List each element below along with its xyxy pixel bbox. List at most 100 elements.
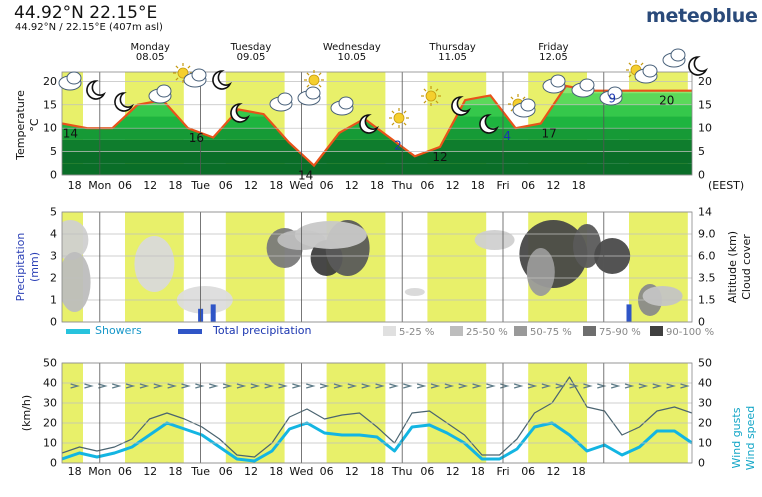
wind-direction-arrow — [597, 383, 607, 389]
daylight-band — [225, 212, 285, 322]
day-date: 12.05 — [539, 52, 568, 63]
sun-ray — [423, 88, 427, 92]
wind-direction-arrow — [541, 383, 552, 389]
wind-direction-arrow — [125, 383, 136, 389]
cloud-legend-label: 90-100 % — [666, 327, 714, 338]
altitude-axis-label: Altitude (km) — [726, 231, 739, 303]
wind-direction-arrow — [389, 383, 399, 389]
wind-direction-arrow — [666, 383, 676, 389]
cloud-legend-label: 50-75 % — [530, 327, 572, 338]
cloud-icon-puff — [66, 71, 82, 85]
wind-direction-arrow — [209, 383, 219, 389]
wind-direction-arrow — [555, 383, 566, 389]
panel-frame — [61, 71, 693, 176]
y-tick-label: 20 — [43, 417, 57, 430]
y-right-tick-label: 0 — [698, 457, 705, 470]
panel-frame — [61, 362, 693, 464]
weather-icon — [183, 68, 207, 88]
cloud-icon-puff — [338, 96, 354, 110]
y-tick-label: 5 — [50, 206, 57, 219]
x-tick-label: Mon — [88, 179, 111, 192]
day-name: Thursday — [428, 42, 476, 53]
x-tick-label: 18 — [471, 465, 485, 478]
x-tick-label: 06 — [118, 465, 132, 478]
sun-ray — [423, 100, 427, 104]
cloud-cover-blob — [404, 288, 425, 296]
location-subtitle: 44.92°N / 22.15°E (407m asl) — [15, 22, 163, 33]
wind-direction-arrow — [486, 383, 496, 389]
showers-legend-label: Showers — [95, 324, 142, 337]
wind-direction-arrow — [153, 383, 164, 389]
showers-legend-swatch — [66, 329, 90, 334]
wind-gusts-axis-label: Wind gusts — [730, 407, 743, 468]
wind-axis-label: (km/h) — [20, 395, 33, 431]
wind-direction-arrow — [375, 383, 385, 389]
x-tick-label: 18 — [572, 179, 586, 192]
temp-label: 17 — [542, 127, 557, 141]
cloud-icon-puff — [520, 98, 536, 112]
weather-icon — [330, 96, 354, 116]
total-precip-legend-label: Total precipitation — [212, 324, 312, 337]
moon-icon — [479, 114, 499, 134]
weather-icon — [421, 86, 441, 106]
daylight-band — [427, 363, 487, 463]
temperature-band — [62, 128, 692, 140]
wind-direction-arrow — [278, 383, 288, 389]
weather-icon — [230, 103, 250, 123]
daylight-band — [427, 212, 487, 322]
wind-direction-arrow — [195, 383, 205, 389]
y-tick-label: 0 — [50, 316, 57, 329]
x-tick-label: Thu — [391, 179, 413, 192]
wind-direction-arrow — [222, 383, 233, 389]
meteoblue-logo[interactable]: meteoblue — [646, 5, 758, 27]
x-tick-label: Tue — [190, 179, 210, 192]
sun-ray — [403, 110, 407, 114]
y-tick-label: 4 — [50, 228, 57, 241]
wind-speed-axis-label: Wind speed — [744, 406, 757, 470]
cloud-cover-blob — [474, 230, 515, 250]
day-name: Tuesday — [230, 42, 272, 53]
weather-icon — [451, 96, 471, 116]
x-tick-label: 18 — [68, 465, 82, 478]
x-tick-label: 18 — [471, 179, 485, 192]
weather-icon — [599, 86, 623, 106]
cloud-icon-puff — [305, 86, 321, 100]
temperature-axis-label: Temperature — [14, 90, 27, 161]
x-tick-label: 12 — [244, 179, 258, 192]
y-tick-label: 50 — [43, 357, 57, 370]
cloud-legend-swatch — [650, 326, 663, 336]
x-tick-label: 06 — [219, 465, 233, 478]
y-right-tick-label: 1.5 — [698, 294, 716, 307]
cloud-icon-puff — [607, 86, 623, 100]
temp-label: 2 — [394, 139, 402, 153]
sun-ray — [435, 88, 439, 92]
temperature-band — [62, 139, 692, 152]
sun-ray — [175, 77, 179, 81]
temp-label: 9 — [608, 92, 616, 106]
wind-direction-arrow — [181, 383, 191, 389]
weather-icon — [297, 86, 321, 106]
wind-direction-arrow — [167, 383, 177, 389]
cloud-icon-puff — [156, 84, 172, 98]
y-tick-label: 5 — [50, 145, 57, 158]
x-tick-label: Fri — [496, 179, 509, 192]
y-tick-label: 10 — [43, 437, 57, 450]
wind-direction-arrow — [430, 383, 441, 389]
moon-icon — [688, 56, 708, 76]
cloud-icon-puff — [579, 78, 595, 92]
cloud-legend-label: 5-25 % — [399, 327, 434, 338]
wind-direction-arrow — [680, 383, 690, 389]
x-tick-label: 18 — [168, 465, 182, 478]
y-right-tick-label: 0 — [698, 169, 705, 182]
day-date: 08.05 — [136, 52, 165, 63]
temp-label: 12 — [432, 150, 447, 164]
x-tick-label: 18 — [269, 465, 283, 478]
x-tick-label: 06 — [219, 179, 233, 192]
y-right-tick-label: 30 — [698, 397, 712, 410]
cloud-cover-blob — [134, 236, 175, 292]
cloud-cover-blob — [62, 252, 91, 312]
x-tick-label: Wed — [289, 465, 313, 478]
cloud-legend-swatch — [450, 326, 463, 336]
wind-direction-arrow — [444, 383, 455, 389]
wind-direction-arrow — [319, 383, 330, 389]
